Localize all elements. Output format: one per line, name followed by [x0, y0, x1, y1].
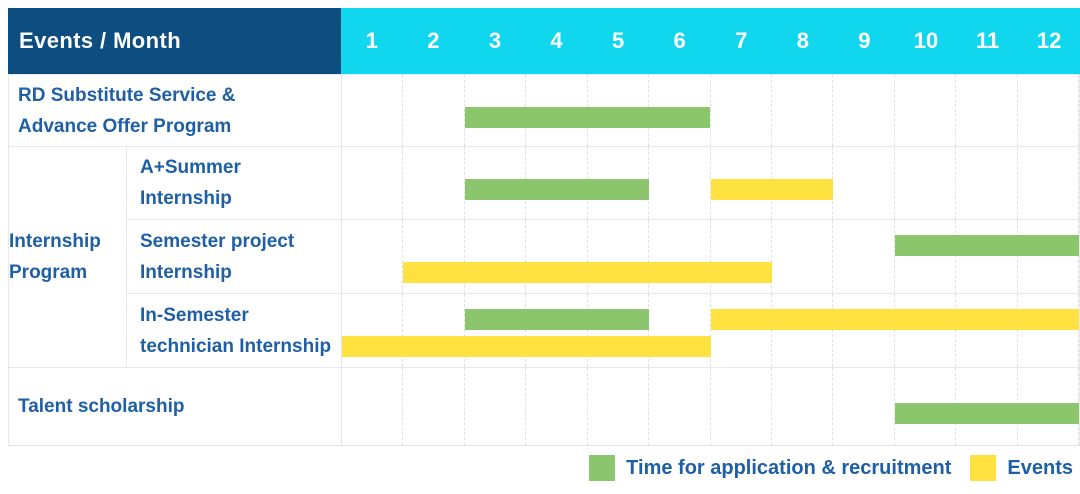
month-gridline: [342, 147, 404, 219]
row-label-talent-scholarship: Talent scholarship: [18, 396, 185, 417]
month-gridline: [403, 220, 465, 293]
month-header-3: 3: [488, 28, 502, 53]
row-label-semester-project: Semester project Internship: [126, 220, 341, 293]
row-in-semester-technician: In-Semester technician Internship: [126, 293, 1080, 367]
month-gridline: [956, 75, 1018, 146]
month-gridline: [649, 368, 711, 445]
group-subrows: A+Summer Internship Semester project Int…: [126, 147, 1080, 367]
month-header-8: 8: [796, 28, 809, 53]
month-gridline: [895, 75, 957, 146]
timeline-track-a-plus-summer: [341, 147, 1080, 219]
row-label-a-plus-summer: A+Summer Internship: [126, 147, 341, 219]
month-header-strip: 1 2 3 4 5 6 7 8 9 10 11 12: [341, 8, 1080, 74]
month-gridline: [772, 220, 834, 293]
month-gridline: [465, 368, 527, 445]
month-gridline: [588, 220, 650, 293]
month-gridline: [526, 220, 588, 293]
month-gridline: [465, 220, 527, 293]
month-gridline: [711, 75, 772, 146]
month-gridline: [342, 220, 404, 293]
event-period-bar: [403, 262, 772, 284]
month-gridline: [588, 294, 650, 367]
legend: Time for application & recruitment Event…: [589, 451, 1073, 485]
month-gridline: [833, 220, 895, 293]
month-gridline: [1018, 147, 1080, 219]
application-period-bar: [894, 402, 1079, 424]
month-gridline: [711, 220, 772, 293]
month-gridline: [711, 368, 772, 445]
month-gridline: [833, 294, 895, 367]
event-period-bar: [710, 179, 834, 201]
month-header-10: 10: [913, 28, 939, 53]
timeline-track-rd-substitute: [341, 75, 1080, 146]
month-gridline: [711, 294, 772, 367]
month-gridline: [526, 368, 588, 445]
event-period-bar: [710, 309, 1079, 331]
month-gridline: [342, 368, 404, 445]
timeline-track-talent-scholarship: [341, 368, 1080, 445]
month-gridline: [833, 147, 895, 219]
month-header-12: 12: [1036, 28, 1062, 53]
month-header-7: 7: [735, 28, 748, 53]
month-gridline: [1018, 294, 1080, 367]
header-events-month: Events / Month: [8, 8, 341, 74]
month-gridline: [772, 368, 834, 445]
month-gridline: [649, 220, 711, 293]
month-gridline: [956, 220, 1018, 293]
application-period-bar: [464, 309, 650, 331]
row-rd-substitute: RD Substitute Service & Advance Offer Pr…: [9, 74, 1080, 146]
month-header-11: 11: [975, 28, 1000, 53]
timeline-track-semester-project: [341, 220, 1080, 293]
month-gridline: [465, 294, 527, 367]
month-gridline: [895, 294, 957, 367]
month-header-6: 6: [673, 28, 686, 53]
month-gridline: [833, 75, 895, 146]
month-gridline: [772, 75, 834, 146]
month-gridline: [403, 294, 465, 367]
month-header-5: 5: [611, 28, 625, 53]
month-gridline: [833, 368, 895, 445]
month-gridline: [342, 294, 404, 367]
application-period-bar: [464, 106, 711, 128]
month-header-2: 2: [427, 28, 440, 53]
month-gridline: [956, 294, 1018, 367]
event-period-bar: [342, 336, 711, 358]
application-period-bar: [464, 179, 650, 201]
month-header-9: 9: [858, 28, 871, 53]
month-gridline: [772, 294, 834, 367]
month-gridline: [403, 75, 465, 146]
legend-yellow-swatch-icon: [970, 455, 997, 481]
legend-green-label: Time for application & recruitment: [626, 456, 952, 479]
month-gridline: [1018, 220, 1080, 293]
month-gridline: [1018, 75, 1080, 146]
application-period-bar: [894, 235, 1079, 257]
month-gridline: [342, 75, 404, 146]
row-semester-project: Semester project Internship: [126, 219, 1080, 293]
month-gridline: [403, 147, 465, 219]
header-row: Events / Month 1 2 3 4 5 6 7 8 9 10 11 12: [8, 8, 1080, 74]
legend-green-swatch-icon: [589, 455, 616, 481]
month-gridline: [649, 294, 711, 367]
month-gridline: [649, 147, 711, 219]
timeline-track-in-semester-technician: [341, 294, 1080, 367]
group-internship-program: Internship Program A+Summer Internship S…: [9, 146, 1080, 367]
group-label-internship-program: Internship Program: [9, 231, 101, 283]
row-talent-scholarship: Talent scholarship: [9, 367, 1080, 445]
month-gridline: [526, 294, 588, 367]
month-gridline: [956, 147, 1018, 219]
month-gridline: [895, 220, 957, 293]
month-header-4: 4: [550, 28, 563, 53]
row-label-rd-substitute: RD Substitute Service & Advance Offer Pr…: [18, 84, 236, 137]
legend-yellow-label: Events: [1007, 456, 1073, 479]
row-a-plus-summer: A+Summer Internship: [126, 147, 1080, 219]
month-gridline: [895, 147, 957, 219]
row-label-in-semester-technician: In-Semester technician Internship: [126, 294, 341, 367]
month-header-1: 1: [365, 28, 378, 53]
month-gridline: [588, 368, 650, 445]
gantt-schedule-table: Events / Month 1 2 3 4 5 6 7 8 9 10 11 12 RD Substi…: [8, 8, 1080, 446]
month-gridline: [403, 368, 465, 445]
